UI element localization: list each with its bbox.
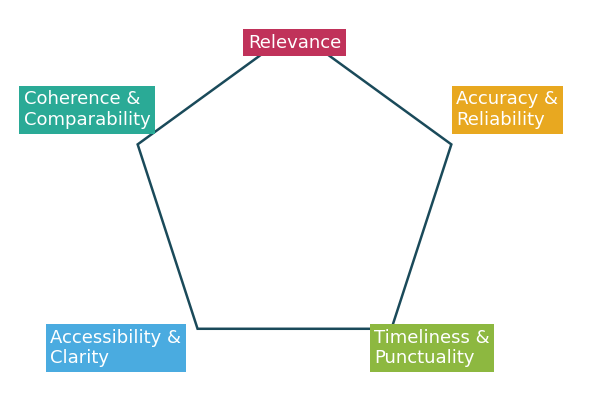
Text: Accessibility &
Clarity: Accessibility & Clarity <box>50 328 181 368</box>
Text: Accuracy &
Reliability: Accuracy & Reliability <box>456 90 558 129</box>
Text: Timeliness &
Punctuality: Timeliness & Punctuality <box>374 328 489 368</box>
Text: Relevance: Relevance <box>248 34 341 52</box>
Text: Coherence &
Comparability: Coherence & Comparability <box>24 90 150 129</box>
